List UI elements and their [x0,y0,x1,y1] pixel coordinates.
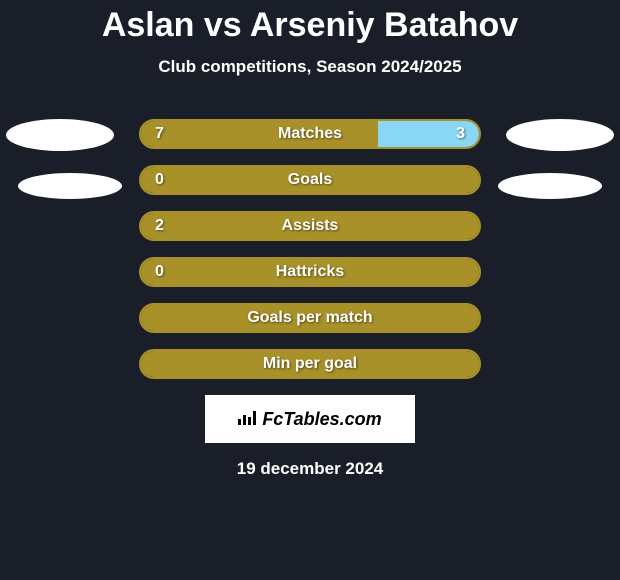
stat-bars: 7 Matches 3 0 Goals 2 Assists 0 Hattr [139,119,481,379]
stat-label: Hattricks [141,263,479,281]
logo-box: FcTables.com [205,395,415,443]
stat-label: Goals per match [141,309,479,327]
stat-bar-assists: 2 Assists [139,211,481,241]
stat-bar-goals: 0 Goals [139,165,481,195]
player-right-badge-2 [498,173,602,199]
comparison-chart: Aslan vs Arseniy Batahov Club competitio… [0,0,620,580]
date-label: 19 december 2024 [0,459,620,479]
stat-label: Min per goal [141,355,479,373]
player-left-badge-1 [6,119,114,151]
subtitle: Club competitions, Season 2024/2025 [0,57,620,77]
player-left-badge-2 [18,173,122,199]
stat-bar-goals-per-match: Goals per match [139,303,481,333]
player-right-badge-1 [506,119,614,151]
chart-icon [238,409,258,430]
stat-label: Matches [141,125,479,143]
stat-bar-hattricks: 0 Hattricks [139,257,481,287]
stats-area: 7 Matches 3 0 Goals 2 Assists 0 Hattr [0,119,620,479]
logo-text: FcTables.com [262,409,381,430]
stat-label: Goals [141,171,479,189]
page-title: Aslan vs Arseniy Batahov [0,0,620,45]
stat-bar-min-per-goal: Min per goal [139,349,481,379]
stat-label: Assists [141,217,479,235]
stat-value-right: 3 [456,125,465,143]
stat-bar-matches: 7 Matches 3 [139,119,481,149]
